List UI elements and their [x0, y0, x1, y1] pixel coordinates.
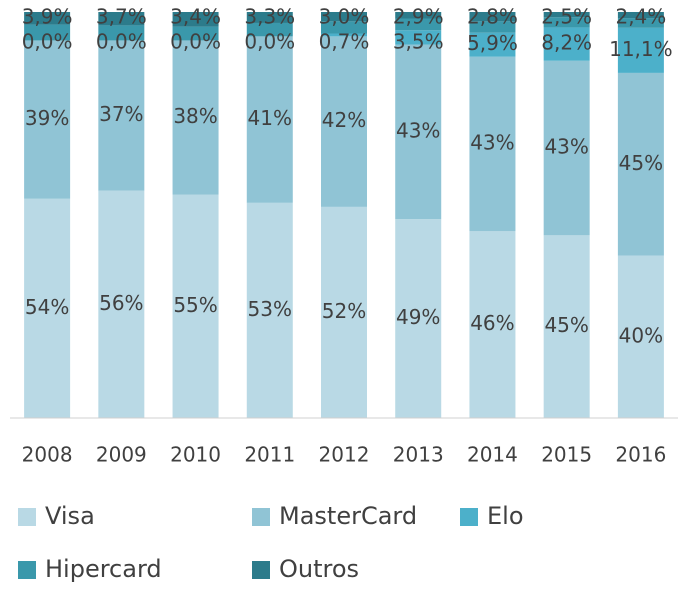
- legend-label: MasterCard: [279, 502, 417, 530]
- bar-segment: [24, 24, 71, 41]
- data-label: 43%: [396, 118, 440, 142]
- data-label: 0,7%: [319, 30, 370, 54]
- bar-segment: [469, 231, 516, 418]
- bar-segment: [617, 12, 664, 19]
- x-tick-label: 2015: [541, 443, 592, 467]
- bar-segment: [172, 40, 219, 195]
- bar-segment: [98, 40, 145, 191]
- bar-segment: [395, 30, 442, 45]
- legend-swatch: [460, 508, 478, 526]
- bar-segment: [246, 202, 293, 418]
- x-tick-label: 2016: [615, 443, 666, 467]
- bar-segment: [246, 12, 293, 23]
- data-label: 39%: [25, 106, 69, 130]
- bar-segment: [98, 12, 145, 26]
- bar-segment: [172, 194, 219, 418]
- bar-segment: [617, 72, 664, 256]
- x-tick-label: 2014: [467, 443, 518, 467]
- data-label: 3,9%: [22, 5, 73, 29]
- x-tick-label: 2011: [244, 443, 295, 467]
- bar-segment: [469, 56, 516, 232]
- data-label: 2,8%: [467, 5, 518, 29]
- bar-segment: [617, 27, 664, 73]
- data-label: 0,0%: [170, 30, 221, 54]
- bar-segment: [321, 12, 367, 22]
- bar-segment: [246, 36, 293, 203]
- data-label: 41%: [248, 106, 292, 130]
- bar-segment: [172, 12, 219, 27]
- data-label: 43%: [470, 130, 514, 154]
- data-label: 2,9%: [393, 5, 444, 29]
- bar-segment: [172, 26, 219, 41]
- data-label: 8,2%: [541, 31, 592, 55]
- bar-segment: [321, 21, 367, 34]
- data-label: 46%: [470, 311, 514, 335]
- bar-segment: [395, 44, 442, 220]
- legend-swatch: [18, 508, 36, 526]
- bar-segment: [543, 17, 590, 28]
- bar-segment: [617, 255, 664, 418]
- bar-segment: [98, 25, 145, 41]
- bar-segment: [395, 219, 442, 418]
- data-label: 3,5%: [393, 30, 444, 54]
- bar-segment: [321, 36, 367, 207]
- data-label: 54%: [25, 295, 69, 319]
- bar-segment: [617, 18, 664, 28]
- data-label: 52%: [322, 299, 366, 323]
- data-label: 3,7%: [96, 5, 147, 29]
- bar-segment: [24, 40, 71, 199]
- data-label: 38%: [173, 104, 217, 128]
- legend-label: Hipercard: [45, 555, 162, 583]
- legend-label: Elo: [487, 502, 524, 530]
- data-label: 45%: [544, 313, 588, 337]
- legend-label: Outros: [279, 555, 359, 583]
- data-label: 49%: [396, 305, 440, 329]
- data-label: 11,1%: [609, 37, 673, 61]
- bar-segment: [24, 12, 71, 25]
- data-label: 55%: [173, 293, 217, 317]
- data-label: 0,0%: [22, 30, 73, 54]
- legend-swatch: [18, 561, 36, 579]
- bar-segment: [543, 235, 590, 418]
- data-label: 3,0%: [319, 5, 370, 29]
- bar-segment: [469, 12, 516, 22]
- data-label: 5,9%: [467, 31, 518, 55]
- bar-segment: [543, 60, 590, 236]
- bar-segment: [246, 22, 293, 37]
- bar-segment: [395, 18, 442, 31]
- data-label: 43%: [544, 135, 588, 159]
- bar-segment: [543, 27, 590, 61]
- data-label: 3,3%: [244, 5, 295, 29]
- x-tick-label: 2012: [319, 443, 370, 467]
- bar-segment: [469, 21, 516, 33]
- bar-segment: [321, 33, 367, 37]
- data-label: 0,0%: [96, 30, 147, 54]
- data-label: 3,4%: [170, 5, 221, 29]
- bar-segment: [24, 198, 71, 418]
- x-tick-label: 2008: [22, 443, 73, 467]
- x-tick-label: 2010: [170, 443, 221, 467]
- x-tick-label: 2009: [96, 443, 147, 467]
- legend-swatch: [252, 508, 270, 526]
- data-label: 42%: [322, 108, 366, 132]
- legend-label: Visa: [45, 502, 95, 530]
- x-tick-label: 2013: [393, 443, 444, 467]
- bar-segment: [321, 206, 367, 418]
- data-label: 37%: [99, 102, 143, 126]
- data-label: 53%: [248, 297, 292, 321]
- legend-swatch: [252, 561, 270, 579]
- bar-segment: [98, 190, 145, 418]
- bar-segment: [543, 12, 590, 18]
- bar-segment: [469, 32, 516, 57]
- bar-segment: [395, 12, 442, 19]
- data-label: 2,5%: [541, 5, 592, 29]
- data-label: 45%: [619, 151, 663, 175]
- data-label: 2,4%: [615, 5, 666, 29]
- data-label: 0,0%: [244, 30, 295, 54]
- data-label: 56%: [99, 291, 143, 315]
- data-label: 40%: [619, 323, 663, 347]
